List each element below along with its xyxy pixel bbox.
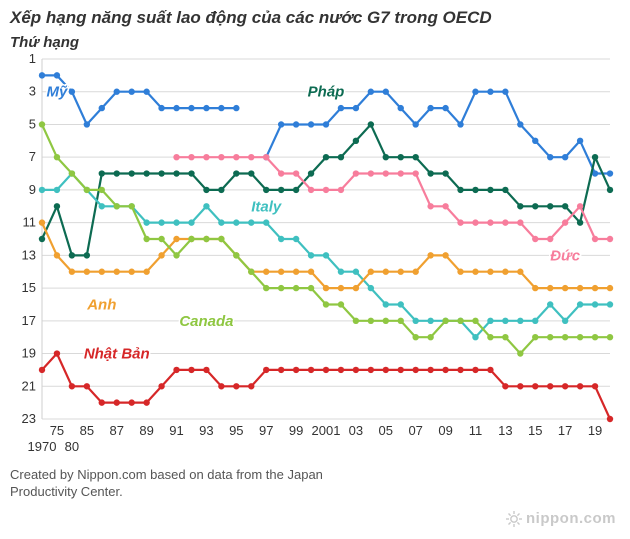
- x-tick-label: 05: [379, 423, 393, 438]
- svg-text:Canada: Canada: [179, 313, 233, 330]
- svg-text:Anh: Anh: [86, 297, 116, 314]
- x-tick-label: 03: [349, 423, 363, 438]
- series-label-Đức: Đức: [550, 248, 581, 265]
- logo-icon: [506, 511, 522, 527]
- svg-text:Pháp: Pháp: [308, 84, 345, 101]
- y-tick-label: 3: [29, 84, 36, 99]
- y-tick-label: 1: [29, 53, 36, 66]
- series-label-Nhật Bản: Nhật Bản: [84, 346, 150, 363]
- x-tick-label: 89: [139, 423, 153, 438]
- logo-text: nippon.com: [526, 510, 616, 527]
- x-tick-label: 07: [408, 423, 422, 438]
- series-line-Đức: [177, 158, 611, 240]
- series-label-Canada: Canada: [179, 313, 233, 330]
- svg-text:Italy: Italy: [251, 199, 282, 216]
- svg-text:Nhật Bản: Nhật Bản: [84, 346, 150, 363]
- x-tick-label: 91: [169, 423, 183, 438]
- series-label-Italy: Italy: [251, 199, 282, 216]
- svg-text:Mỹ: Mỹ: [47, 84, 68, 101]
- x-tick-label: 1970: [28, 439, 57, 454]
- y-tick-label: 11: [23, 215, 37, 230]
- y-tick-label: 13: [22, 248, 36, 263]
- svg-text:Đức: Đức: [550, 248, 581, 265]
- x-tick-label: 95: [229, 423, 243, 438]
- x-tick-label: 2001: [312, 423, 341, 438]
- chart-title: Xếp hạng năng suất lao động của các nước…: [10, 8, 620, 28]
- y-tick-label: 21: [22, 379, 36, 394]
- source-logo: nippon.com: [506, 510, 616, 527]
- series-label-Mỹ: Mỹ: [47, 84, 68, 101]
- caption-line-1: Created by Nippon.com based on data from…: [10, 467, 323, 482]
- x-tick-label: 87: [110, 423, 124, 438]
- x-tick-label: 80: [65, 439, 79, 454]
- y-axis-title: Thứ hạng: [10, 34, 620, 51]
- x-tick-label: 19: [588, 423, 602, 438]
- x-tick-label: 11: [469, 423, 483, 438]
- y-tick-label: 15: [22, 280, 36, 295]
- caption: Created by Nippon.com based on data from…: [10, 467, 370, 500]
- caption-line-2: Productivity Center.: [10, 484, 123, 499]
- y-tick-label: 17: [22, 313, 36, 328]
- y-tick-label: 9: [29, 182, 36, 197]
- x-tick-label: 99: [289, 423, 303, 438]
- y-tick-label: 5: [29, 117, 36, 132]
- y-tick-label: 23: [22, 411, 36, 426]
- series-label-Pháp: Pháp: [308, 84, 345, 101]
- x-tick-label: 75: [50, 423, 64, 438]
- x-tick-label: 17: [558, 423, 572, 438]
- line-chart: 1357911131517192123197075808587899193959…: [10, 53, 620, 461]
- y-tick-label: 7: [29, 150, 36, 165]
- x-tick-label: 85: [80, 423, 94, 438]
- x-tick-label: 13: [498, 423, 512, 438]
- x-tick-label: 09: [438, 423, 452, 438]
- x-tick-label: 93: [199, 423, 213, 438]
- x-tick-label: 97: [259, 423, 273, 438]
- x-tick-label: 15: [528, 423, 542, 438]
- y-tick-label: 19: [22, 346, 36, 361]
- series-label-Anh: Anh: [86, 297, 116, 314]
- chart-area: 1357911131517192123197075808587899193959…: [10, 53, 620, 461]
